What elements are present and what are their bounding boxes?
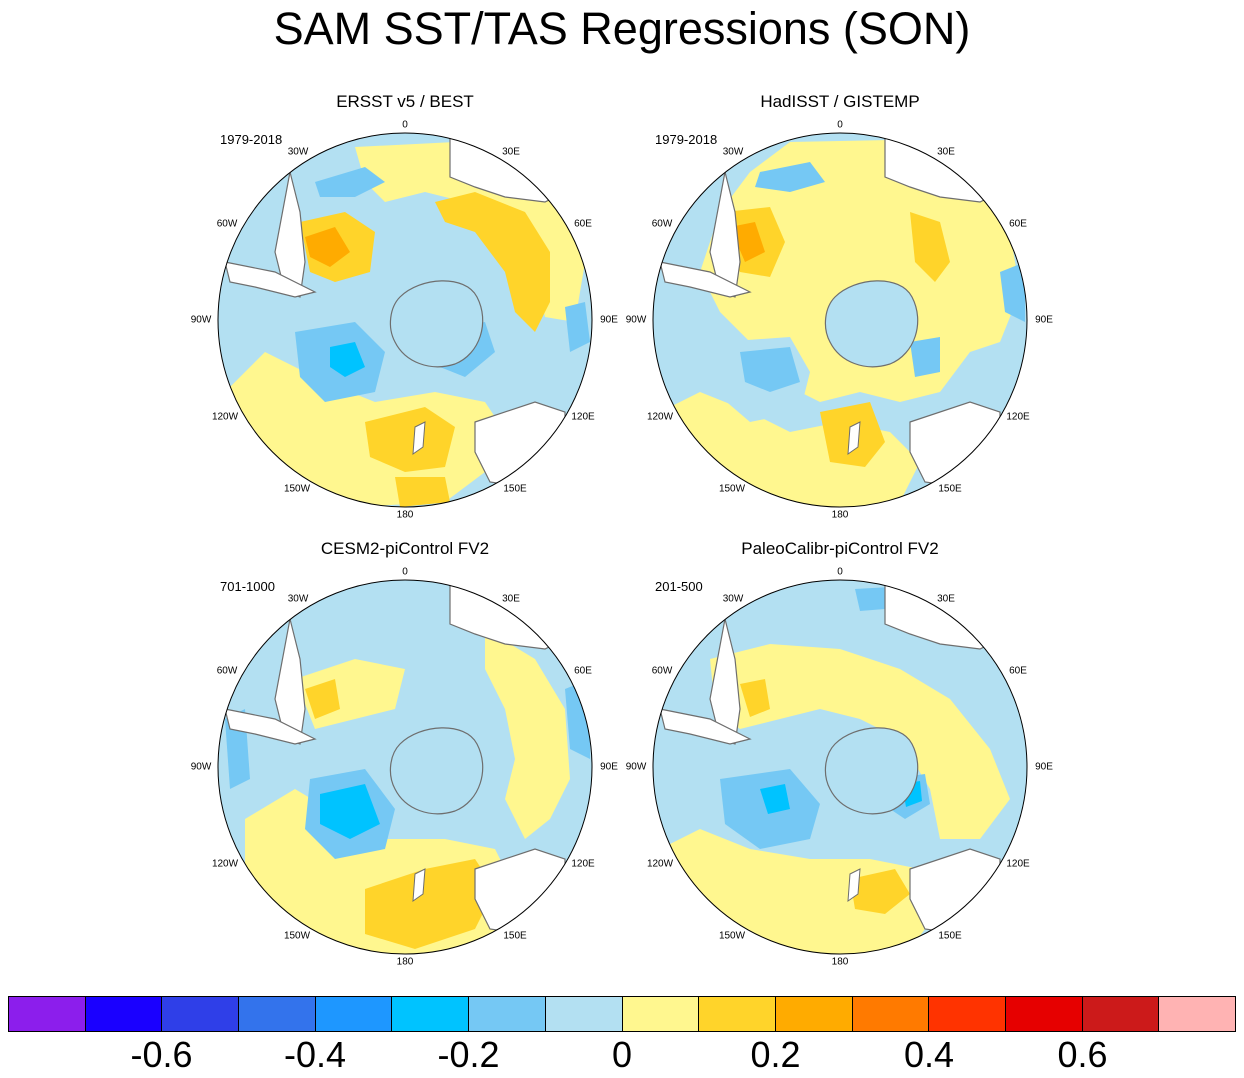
colorbar-segment [85, 997, 163, 1031]
lon-label-90e: 90E [600, 761, 618, 773]
lon-label-120e: 120E [571, 411, 595, 423]
lon-label-30e: 30E [502, 593, 520, 605]
lon-label-180: 180 [396, 956, 414, 968]
panel-title: HadISST / GISTEMP [760, 92, 920, 111]
lon-label-90e: 90E [1035, 314, 1053, 326]
lon-label-0: 0 [402, 119, 408, 131]
period-label: 701-1000 [220, 579, 275, 594]
lon-label-60e: 60E [1009, 218, 1027, 230]
colorbar-segment [392, 997, 470, 1031]
period-label: 1979-2018 [655, 132, 718, 147]
period-label: 201-500 [655, 579, 703, 594]
lon-label-120w: 120W [646, 411, 674, 423]
lon-label-150e: 150E [938, 483, 962, 495]
polar-map [652, 132, 1028, 508]
colorbar-segment [622, 997, 700, 1031]
colorbar-segment [775, 997, 853, 1031]
colorbar-segment [1005, 997, 1083, 1031]
lon-label-90w: 90W [190, 761, 212, 773]
lon-label-30e: 30E [937, 593, 955, 605]
lon-label-30e: 30E [937, 146, 955, 158]
colorbar-segment [162, 997, 240, 1031]
lon-label-150w: 150W [718, 483, 746, 495]
colorbar [8, 996, 1236, 1032]
colorbar-tick-label: 0.4 [903, 1034, 955, 1075]
colorbar-tick-label: -0.6 [130, 1034, 193, 1075]
lon-label-90w: 90W [625, 314, 647, 326]
lon-label-0: 0 [837, 119, 843, 131]
colorbar-segment [852, 997, 930, 1031]
lon-label-120w: 120W [646, 858, 674, 870]
lon-label-60w: 60W [216, 665, 238, 677]
lon-label-60w: 60W [216, 218, 238, 230]
lon-label-180: 180 [831, 956, 849, 968]
lon-label-150w: 150W [718, 930, 746, 942]
lon-label-150w: 150W [283, 483, 311, 495]
panel-title: CESM2-piControl FV2 [320, 539, 490, 558]
main-title: SAM SST/TAS Regressions (SON) [273, 3, 971, 54]
polar-map [652, 579, 1028, 955]
lon-label-150e: 150E [503, 930, 527, 942]
colorbar-segment [315, 997, 393, 1031]
lon-label-60w: 60W [651, 218, 673, 230]
lon-label-30w: 30W [722, 146, 744, 158]
lon-label-30w: 30W [722, 593, 744, 605]
lon-label-60e: 60E [574, 665, 592, 677]
panel-cesm2-picontrol: CESM2-piControl FV2 701-1000 0 30E 60E 9… [191, 539, 618, 968]
colorbar-segment [469, 997, 546, 1031]
lon-label-30w: 30W [287, 593, 309, 605]
colorbar-segment [1082, 997, 1160, 1031]
lon-label-150e: 150E [503, 483, 527, 495]
lon-label-30e: 30E [502, 146, 520, 158]
lon-label-0: 0 [837, 566, 843, 578]
lon-label-120w: 120W [211, 858, 239, 870]
colorbar-segment [929, 997, 1006, 1031]
panel-title: PaleoCalibr-piControl FV2 [741, 539, 939, 558]
period-label: 1979-2018 [220, 132, 283, 147]
lon-label-120e: 120E [1006, 411, 1030, 423]
lon-label-180: 180 [831, 509, 849, 521]
panel-paleocalibr-picontrol: PaleoCalibr-piControl FV2 201-500 0 30E … [626, 539, 1053, 968]
polar-map [217, 579, 593, 955]
lon-label-150w: 150W [283, 930, 311, 942]
lon-label-90w: 90W [190, 314, 212, 326]
lon-label-90e: 90E [1035, 761, 1053, 773]
colorbar-segment [1159, 997, 1235, 1031]
lon-label-90w: 90W [625, 761, 647, 773]
lon-label-60e: 60E [1009, 665, 1027, 677]
colorbar-tick-label: 0.6 [1057, 1034, 1108, 1075]
colorbar-segment [699, 997, 776, 1031]
colorbar-segment [545, 997, 623, 1031]
lon-label-150e: 150E [938, 930, 962, 942]
panel-hadisst-gistemp: HadISST / GISTEMP 1979-2018 0 30E 60E [626, 92, 1053, 521]
panel-ersst-best: ERSST v5 / BEST 1979-2018 0 30E 6 [191, 92, 618, 521]
colorbar-tick-label: -0.4 [283, 1034, 347, 1075]
lon-label-30w: 30W [287, 146, 309, 158]
panel-title: ERSST v5 / BEST [336, 92, 474, 111]
lon-label-120e: 120E [1006, 858, 1030, 870]
colorbar-tick-label: -0.2 [437, 1034, 500, 1075]
lon-label-0: 0 [402, 566, 408, 578]
lon-label-120w: 120W [211, 411, 239, 423]
colorbar-segment [239, 997, 316, 1031]
colorbar-tick-label: 0 [611, 1034, 633, 1075]
polar-map [217, 132, 593, 508]
lon-label-180: 180 [396, 509, 414, 521]
lon-label-60w: 60W [651, 665, 673, 677]
lon-label-90e: 90E [600, 314, 618, 326]
lon-label-60e: 60E [574, 218, 592, 230]
colorbar-tick-label: 0.2 [750, 1034, 801, 1075]
lon-label-120e: 120E [571, 858, 595, 870]
colorbar-segment [9, 997, 86, 1031]
